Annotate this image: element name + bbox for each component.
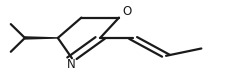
Text: N: N xyxy=(66,58,75,71)
Polygon shape xyxy=(25,37,58,39)
Text: O: O xyxy=(123,5,132,18)
